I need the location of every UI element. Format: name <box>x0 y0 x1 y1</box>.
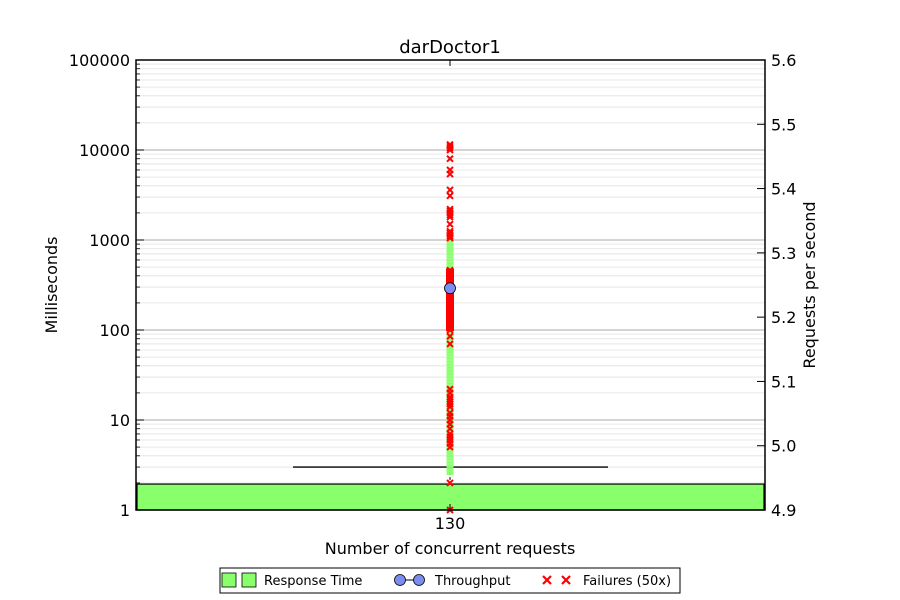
legend-x-icon <box>542 575 552 585</box>
legend-x-icon <box>561 575 571 585</box>
y-tick-label: 10000 <box>79 141 130 160</box>
chart-title: darDoctor1 <box>399 37 501 58</box>
legend-item: Response Time <box>221 572 362 589</box>
x-tick-label: 130 <box>435 514 466 533</box>
y2-tick-label: 5.2 <box>771 308 796 327</box>
failure-marker <box>446 186 454 194</box>
legend-label: Response Time <box>264 574 362 589</box>
legend-label: Throughput <box>434 574 511 589</box>
failure-marker <box>446 155 454 163</box>
y2-tick-label: 5.0 <box>771 437 796 456</box>
y2-axis-tick-labels: 4.9 5.0 5.1 5.2 5.3 5.4 5.5 5.6 <box>771 51 796 520</box>
legend-item: Failures (50x) <box>542 574 671 589</box>
y2-tick-label: 5.4 <box>771 180 796 199</box>
legend-item: Throughput <box>394 574 511 589</box>
failure-marker <box>446 192 454 200</box>
y2-tick-label: 5.5 <box>771 115 796 134</box>
x-axis-label: Number of concurrent requests <box>325 539 576 558</box>
legend-marker-icon <box>413 574 425 586</box>
legend-marker-icon <box>241 572 257 588</box>
throughput-point <box>444 282 456 295</box>
legend-marker-icon <box>221 572 237 588</box>
response-time-box <box>136 483 765 511</box>
y2-tick-label: 5.6 <box>771 51 796 70</box>
failure-marker <box>446 207 454 215</box>
legend: Response Time Throughput Failures (50x) <box>219 567 681 594</box>
legend-marker-icon <box>394 574 406 586</box>
failure-marker <box>446 340 454 348</box>
axis-ticks <box>136 59 765 511</box>
y-axis-tick-labels: 1 10 100 1000 10000 100000 <box>69 51 130 520</box>
y-axis-label: Milliseconds <box>42 237 61 334</box>
y-tick-label: 100 <box>99 321 130 340</box>
failure-marker <box>446 395 454 403</box>
legend-frame <box>219 567 681 594</box>
failure-marker <box>446 142 454 150</box>
failure-marker <box>446 479 454 487</box>
y2-axis-label: Requests per second <box>800 201 819 368</box>
y-tick-label: 10 <box>110 411 130 430</box>
failure-marker <box>446 166 454 174</box>
failure-marker <box>446 140 454 149</box>
y-tick-label: 1 <box>120 501 130 520</box>
failure-marker <box>446 409 454 417</box>
failure-marker <box>446 205 454 213</box>
y2-tick-label: 5.3 <box>771 244 796 263</box>
x-axis-tick-labels: 130 <box>435 514 466 533</box>
throughput-markers <box>444 282 456 295</box>
failure-marker <box>446 332 454 341</box>
y2-tick-label: 5.1 <box>771 372 796 391</box>
y-tick-label: 1000 <box>89 231 130 250</box>
y2-tick-label: 4.9 <box>771 501 796 520</box>
response-time-boxplot <box>136 466 765 511</box>
failure-marker <box>446 227 454 235</box>
y-tick-label: 100000 <box>69 51 130 70</box>
failure-marker <box>446 220 454 228</box>
failure-marker <box>446 229 454 237</box>
legend-label: Failures (50x) <box>583 574 671 589</box>
legend-items: Response Time Throughput Failures (50x) <box>221 572 671 589</box>
failure-marker <box>446 385 454 393</box>
